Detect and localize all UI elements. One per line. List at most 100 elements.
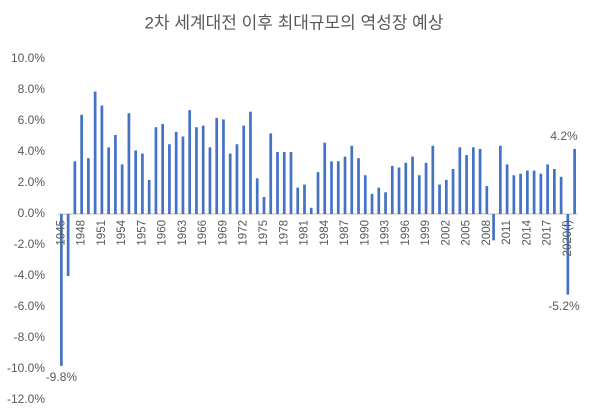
bar [134, 150, 138, 214]
bar [282, 152, 286, 214]
bar [303, 184, 306, 214]
bar [66, 214, 70, 276]
bar [93, 91, 97, 214]
bar [559, 176, 563, 214]
x-tick-label: 1957 [136, 220, 148, 246]
x-tick-label: 2017 [542, 220, 554, 246]
bar [485, 186, 489, 214]
bar [235, 144, 239, 214]
y-tick-label: -4.0% [14, 268, 46, 282]
bar [431, 145, 435, 214]
y-tick-label: -8.0% [14, 330, 46, 344]
bar [370, 193, 374, 214]
x-tick-label: 1987 [339, 220, 351, 246]
x-tick-label: 1966 [197, 220, 209, 246]
y-tick-label: 4.0% [18, 144, 46, 158]
bar [478, 148, 482, 214]
bar [228, 153, 232, 214]
value-label: 4.2% [550, 129, 578, 143]
bar [350, 145, 354, 214]
x-tick-label: 2005 [461, 220, 473, 246]
bar [242, 125, 246, 214]
y-tick-label: -2.0% [14, 237, 46, 251]
bar [255, 178, 259, 214]
bar [222, 119, 225, 214]
bar [87, 158, 90, 214]
x-tick-label: 1945 [55, 220, 67, 246]
bar [188, 110, 192, 214]
bar [444, 179, 448, 214]
x-tick-label: 1993 [380, 220, 392, 246]
bar [363, 175, 367, 214]
x-tick-label: 2020(f) [562, 220, 574, 257]
bar [195, 127, 198, 214]
x-tick-label: 1972 [238, 220, 250, 246]
bar [249, 111, 252, 214]
x-tick-label: 1990 [359, 220, 371, 246]
y-tick-label: -6.0% [14, 299, 46, 313]
y-tick-label: 2.0% [18, 175, 46, 189]
x-tick-label: 1975 [258, 220, 270, 246]
y-tick-label: 6.0% [18, 113, 46, 127]
bar [107, 147, 110, 214]
bar [566, 214, 570, 295]
x-tick-label: 2014 [521, 219, 533, 245]
bar [458, 147, 462, 214]
bar [262, 196, 266, 214]
bar [154, 127, 158, 214]
bar [336, 161, 340, 214]
bar [181, 136, 185, 214]
bar [546, 164, 549, 214]
value-label: -5.2% [548, 299, 580, 313]
bar [573, 148, 576, 214]
bar [377, 187, 381, 214]
bar [498, 145, 502, 214]
bar [269, 133, 273, 214]
bar [208, 147, 212, 214]
x-tick-label: 1954 [116, 219, 128, 245]
bar [80, 114, 83, 214]
bar [215, 117, 219, 214]
bar [532, 170, 536, 214]
bar [397, 167, 401, 214]
bar [127, 113, 131, 214]
bar [73, 161, 77, 214]
bar [411, 156, 414, 214]
y-tick-label: 0.0% [18, 206, 46, 220]
bar [404, 162, 408, 214]
bar [147, 179, 151, 214]
bar [424, 162, 428, 214]
bar [276, 152, 279, 214]
bar [323, 142, 327, 214]
bar [60, 214, 63, 366]
chart-title: 2차 세계대전 이후 최대규모의 역성장 예상 [145, 13, 444, 32]
bar [330, 161, 333, 214]
y-tick-label: -10.0% [7, 361, 45, 375]
y-tick-label: -12.0% [7, 392, 45, 406]
bar [438, 184, 441, 214]
bar [343, 156, 347, 214]
x-tick-label: 1999 [420, 220, 432, 246]
bar [289, 152, 293, 214]
bar [390, 165, 394, 214]
bar [384, 192, 387, 214]
x-tick-label: 1978 [278, 220, 290, 246]
bar [141, 153, 144, 214]
bar [100, 105, 104, 214]
bar [316, 172, 320, 214]
bar [114, 134, 117, 214]
bar [174, 131, 178, 214]
x-tick-label: 1969 [217, 220, 229, 246]
x-tick-label: 1981 [299, 220, 311, 246]
bar [512, 175, 516, 214]
x-tick-label: 1963 [177, 220, 189, 246]
bar [417, 175, 421, 214]
x-tick-label: 2011 [501, 220, 513, 245]
bar [539, 173, 543, 214]
y-tick-label: 10.0% [11, 51, 45, 65]
bar [296, 187, 300, 214]
y-tick-label: 8.0% [18, 82, 46, 96]
x-tick-label: 1951 [96, 220, 108, 246]
